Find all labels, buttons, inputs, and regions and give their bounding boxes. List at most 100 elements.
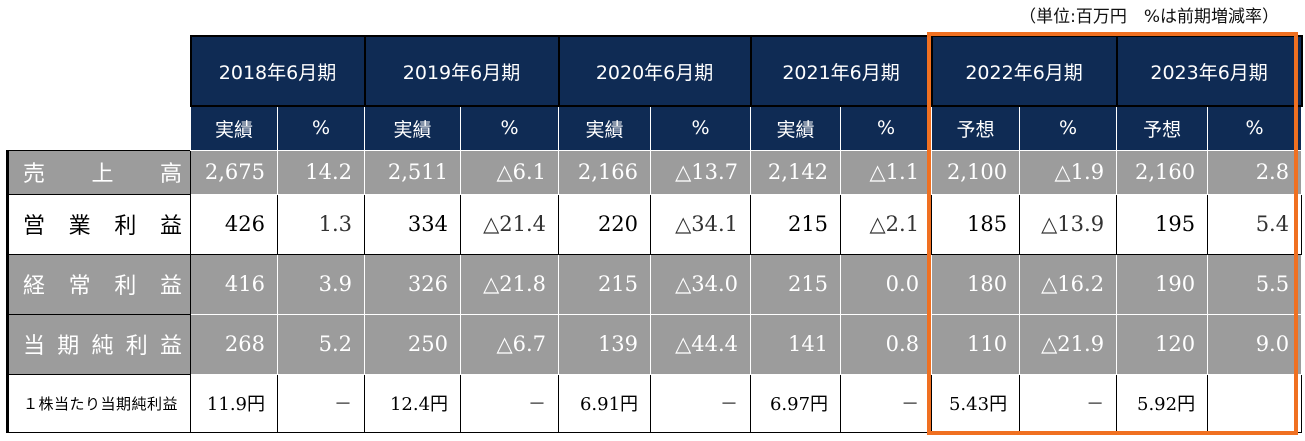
row-label-char: 利 bbox=[114, 274, 137, 299]
value-cell: 195 bbox=[1116, 193, 1209, 255]
row-label: 営業利益 bbox=[6, 193, 191, 255]
value-cell: 190 bbox=[1116, 253, 1209, 315]
value-cell: 215 bbox=[558, 253, 652, 315]
row-label-char: 経 bbox=[23, 274, 46, 299]
row-label-char: 営 bbox=[23, 214, 46, 239]
change-percent-cell: △21.4 bbox=[460, 193, 560, 255]
sub-header: 実績 bbox=[190, 105, 278, 151]
change-percent-cell bbox=[1207, 373, 1303, 433]
row-label-char: 純 bbox=[91, 334, 114, 359]
row-label-char: 益 bbox=[159, 214, 182, 239]
corner-cell bbox=[7, 106, 191, 150]
value-cell: 326 bbox=[364, 253, 462, 315]
table-row: 経常利益 416 3.9 326 △21.8 215 △34.0 215 0.0 180 △16.2… bbox=[6, 253, 1303, 315]
value-cell: 6.91円 bbox=[558, 373, 652, 433]
row-label-char: 期 bbox=[57, 334, 80, 359]
value-cell: 5.43円 bbox=[931, 373, 1021, 433]
table-row: １株当たり当期純利益 11.9円－ 12.4円－ 6.91円－ 6.97円－ 5.43円－… bbox=[6, 373, 1303, 433]
table-row: 当期純利益 268 5.2 250 △6.7 139 △44.4 141 0.8 110 △21.9… bbox=[6, 313, 1303, 375]
sub-header: % bbox=[460, 105, 560, 151]
row-label: 売上高 bbox=[6, 149, 191, 195]
financial-table: 2018年6月期 2019年6月期 2020年6月期 2021年6月期 2022… bbox=[6, 35, 1303, 433]
row-label: 経常利益 bbox=[6, 253, 191, 315]
value-cell: 250 bbox=[364, 313, 462, 375]
value-cell: 2,675 bbox=[190, 149, 278, 195]
change-percent-cell: △13.9 bbox=[1019, 193, 1118, 255]
sub-header-row: 実績 % 実績 % 実績 % 実績 % 予想 % 予想 % bbox=[7, 105, 1303, 151]
unit-note: （単位:百万円 %は前期増減率） bbox=[1019, 7, 1279, 27]
value-cell: 5.92円 bbox=[1116, 373, 1209, 433]
change-percent-cell: 5.5 bbox=[1207, 253, 1303, 315]
sub-header: % bbox=[650, 105, 752, 151]
value-cell: 2,511 bbox=[364, 149, 462, 195]
change-percent-cell: △34.0 bbox=[650, 253, 752, 315]
value-cell: 334 bbox=[364, 193, 462, 255]
value-cell: 120 bbox=[1116, 313, 1209, 375]
corner-cell bbox=[7, 36, 191, 106]
row-label: 当期純利益 bbox=[6, 313, 191, 375]
value-cell: 268 bbox=[190, 313, 278, 375]
change-percent-cell: － bbox=[650, 373, 752, 433]
change-percent-cell: △6.1 bbox=[460, 149, 560, 195]
value-cell: 2,166 bbox=[558, 149, 652, 195]
row-label-char: 益 bbox=[159, 334, 182, 359]
change-percent-cell: △6.7 bbox=[460, 313, 560, 375]
row-label-char: 利 bbox=[125, 334, 148, 359]
change-percent-cell: 0.0 bbox=[840, 253, 933, 315]
value-cell: 12.4円 bbox=[364, 373, 462, 433]
row-label-char: １株当たり当期純利益 bbox=[23, 394, 179, 413]
value-cell: 139 bbox=[558, 313, 652, 375]
change-percent-cell: 1.3 bbox=[276, 193, 366, 255]
value-cell: 426 bbox=[190, 193, 278, 255]
table-row: 営業利益 426 1.3 334 △21.4 220 △34.1 215 △2.1 185 △13.… bbox=[6, 193, 1303, 255]
row-label-char: 常 bbox=[68, 274, 91, 299]
change-percent-cell: △34.1 bbox=[650, 193, 752, 255]
change-percent-cell: 5.4 bbox=[1207, 193, 1303, 255]
change-percent-cell: － bbox=[460, 373, 560, 433]
value-cell: 2,142 bbox=[750, 149, 842, 195]
change-percent-cell: △1.1 bbox=[840, 149, 933, 195]
change-percent-cell: － bbox=[1019, 373, 1118, 433]
change-percent-cell: △44.4 bbox=[650, 313, 752, 375]
row-label-char: 業 bbox=[68, 214, 91, 239]
change-percent-cell: 2.8 bbox=[1207, 149, 1303, 195]
year-header: 2018年6月期 bbox=[189, 35, 366, 107]
year-header: 2021年6月期 bbox=[749, 35, 933, 107]
value-cell: 416 bbox=[190, 253, 278, 315]
sub-header: 予想 bbox=[931, 105, 1021, 151]
value-cell: 2,160 bbox=[1116, 149, 1209, 195]
change-percent-cell: 5.2 bbox=[276, 313, 366, 375]
change-percent-cell: 14.2 bbox=[276, 149, 366, 195]
value-cell: 110 bbox=[931, 313, 1021, 375]
row-label-char: 上 bbox=[91, 162, 114, 187]
sub-header: % bbox=[276, 105, 366, 151]
year-header: 2023年6月期 bbox=[1115, 35, 1303, 107]
table-body: 売 上 高 2,675 14.2 2,511 △6.1 2,166 △13.7 2,142 △1.1… bbox=[6, 149, 1303, 433]
value-cell: 180 bbox=[931, 253, 1021, 315]
sub-header: 実績 bbox=[750, 105, 842, 151]
change-percent-cell: 9.0 bbox=[1207, 313, 1303, 375]
change-percent-cell: △21.9 bbox=[1019, 313, 1118, 375]
value-cell: 6.97円 bbox=[750, 373, 842, 433]
sub-header: 予想 bbox=[1116, 105, 1209, 151]
sub-header: % bbox=[1207, 105, 1303, 151]
year-header: 2020年6月期 bbox=[557, 35, 752, 107]
value-cell: 185 bbox=[931, 193, 1021, 255]
change-percent-cell: △21.8 bbox=[460, 253, 560, 315]
sub-header: % bbox=[840, 105, 933, 151]
row-label-char: 高 bbox=[159, 162, 182, 187]
year-header: 2019年6月期 bbox=[363, 35, 560, 107]
row-label-char: 利 bbox=[114, 214, 137, 239]
table-row: 売 上 高 2,675 14.2 2,511 △6.1 2,166 △13.7 2,142 △1.1… bbox=[6, 149, 1303, 195]
change-percent-cell: △1.9 bbox=[1019, 149, 1118, 195]
change-percent-cell: △2.1 bbox=[840, 193, 933, 255]
year-header: 2022年6月期 bbox=[930, 35, 1118, 107]
value-cell: 215 bbox=[750, 253, 842, 315]
row-label: １株当たり当期純利益 bbox=[6, 373, 191, 433]
change-percent-cell: 0.8 bbox=[840, 313, 933, 375]
change-percent-cell: － bbox=[840, 373, 933, 433]
sub-header: % bbox=[1019, 105, 1118, 151]
row-label-char: 益 bbox=[159, 274, 182, 299]
row-label-char: 当 bbox=[23, 334, 46, 359]
sub-header: 実績 bbox=[558, 105, 652, 151]
